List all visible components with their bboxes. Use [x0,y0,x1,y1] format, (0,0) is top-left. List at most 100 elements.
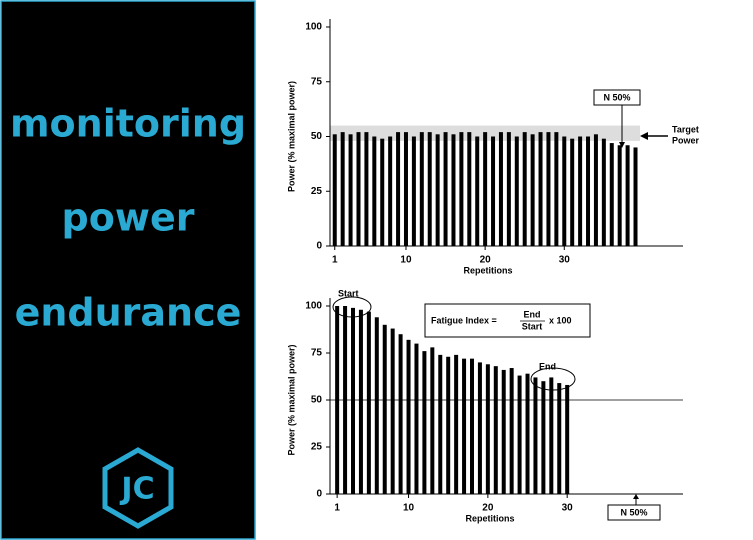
target-label: Target [672,124,699,134]
bar [451,134,456,246]
bar [562,136,567,246]
formula-denominator: Start [522,321,543,331]
x-axis-label: Repetitions [463,265,512,275]
x-tick-label: 10 [403,503,415,514]
bar [459,132,464,246]
bar [525,373,530,494]
bar [498,132,503,246]
bar [491,136,496,246]
x-tick-label: 20 [480,255,492,266]
x-tick-label: 1 [332,255,338,266]
bar [522,132,527,246]
y-axis-label: Power (% maximal power) [286,81,296,192]
y-tick-label: 75 [311,76,323,87]
bar [411,136,416,246]
y-tick-label: 0 [316,241,322,252]
bar [475,136,480,246]
sidebar-line: power [62,196,195,240]
bar [340,132,345,246]
bar [625,145,630,246]
logo-text: JC [119,472,154,507]
y-tick-label: 100 [305,22,322,33]
bar [396,132,401,246]
bar [427,132,432,246]
x-axis-label: Repetitions [465,513,514,523]
y-tick-label: 25 [311,186,323,197]
bar [374,317,379,494]
arrowhead [619,142,625,148]
arrowhead [640,132,648,140]
y-tick-label: 100 [305,301,322,312]
bar [483,132,488,246]
end-label: End [539,361,556,371]
bar [388,136,393,246]
y-axis-label: Power (% maximal power) [286,344,296,455]
x-tick-label: 10 [400,255,412,266]
bar [541,381,546,494]
bar [435,134,440,246]
bar [398,334,403,494]
bar [533,377,538,494]
formula-label: Fatigue Index = [431,315,497,325]
bar [390,328,395,494]
arrowhead [633,494,639,499]
x-tick-label: 30 [562,503,574,514]
marker-label: N 50% [620,507,647,517]
sidebar-line: monitoring [10,102,246,146]
marker-label: N 50% [603,92,630,102]
bar [364,132,369,246]
bar [477,362,482,494]
bar [462,358,467,494]
bar [467,132,472,246]
bar [514,136,519,246]
bar [351,307,356,494]
bar [366,311,371,494]
y-tick-label: 25 [311,442,323,453]
bar [493,366,498,494]
bar [403,132,408,246]
bar [469,358,474,494]
x-tick-label: 20 [482,503,494,514]
start-circle [332,296,372,318]
bar [609,143,614,246]
bar [538,132,543,246]
bar [593,134,598,246]
formula-numerator: End [524,309,541,319]
marker-box [593,89,641,106]
sidebar-line: endurance [15,291,242,335]
bar [430,347,435,494]
bar [356,132,361,246]
bar [382,324,387,494]
logo-hexagon [102,447,174,529]
y-tick-label: 50 [311,395,323,406]
sidebar [0,0,256,540]
bar [501,369,506,494]
y-tick-label: 50 [311,131,323,142]
bar [565,384,570,494]
bar [358,309,363,494]
target-label: Power [672,135,700,145]
bar [414,343,419,494]
bar [485,364,490,494]
bar [601,138,606,246]
bar [557,383,562,494]
marker-box [607,504,661,521]
bar [454,354,459,494]
bar [509,368,514,494]
bar [380,138,385,246]
bar [443,132,448,246]
x-tick-label: 1 [334,503,340,514]
bar [332,134,337,246]
bar [438,354,443,494]
y-tick-label: 75 [311,348,323,359]
formula-factor: x 100 [549,315,572,325]
y-tick-label: 0 [316,489,322,500]
bar [578,136,583,246]
bar [406,339,411,494]
bar [517,375,522,494]
bar [530,134,535,246]
bar [372,136,377,246]
x-tick-label: 30 [559,255,571,266]
bar [570,138,575,246]
